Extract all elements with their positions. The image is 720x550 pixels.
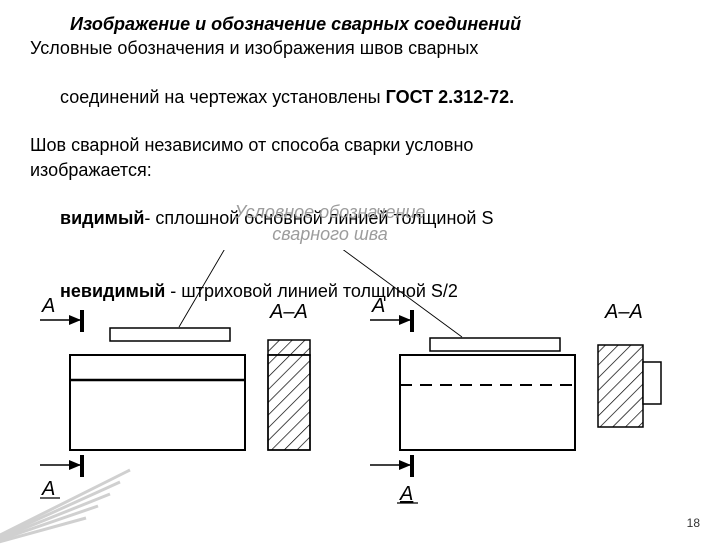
para1-line2: соединений на чертежах установлены ГОСТ … xyxy=(30,61,690,134)
page-number: 18 xyxy=(687,516,700,530)
ghost-line1: Условное обозначение xyxy=(235,202,426,222)
corner-decor xyxy=(0,460,150,550)
para2-line1: Шов сварной независимо от способа сварки… xyxy=(30,133,690,157)
label-AA-right: А–А xyxy=(604,301,643,323)
label-A-top-left: А xyxy=(41,295,55,317)
gost-ref: ГОСТ 2.312-72. xyxy=(386,87,515,107)
ghost-label: Условное обозначение сварного шва xyxy=(130,202,530,245)
para2-line2: изображается: xyxy=(30,158,690,182)
label-A-bottom-right: А xyxy=(399,483,413,505)
label-A-top-right: А xyxy=(371,295,385,317)
para1-prefix: соединений на чертежах установлены xyxy=(60,87,386,107)
ghost-line2: сварного шва xyxy=(272,224,388,244)
label-AA-left: А–А xyxy=(269,301,308,323)
title: Изображение и обозначение сварных соедин… xyxy=(30,12,690,36)
para1-line1: Условные обозначения и изображения швов … xyxy=(30,36,690,60)
